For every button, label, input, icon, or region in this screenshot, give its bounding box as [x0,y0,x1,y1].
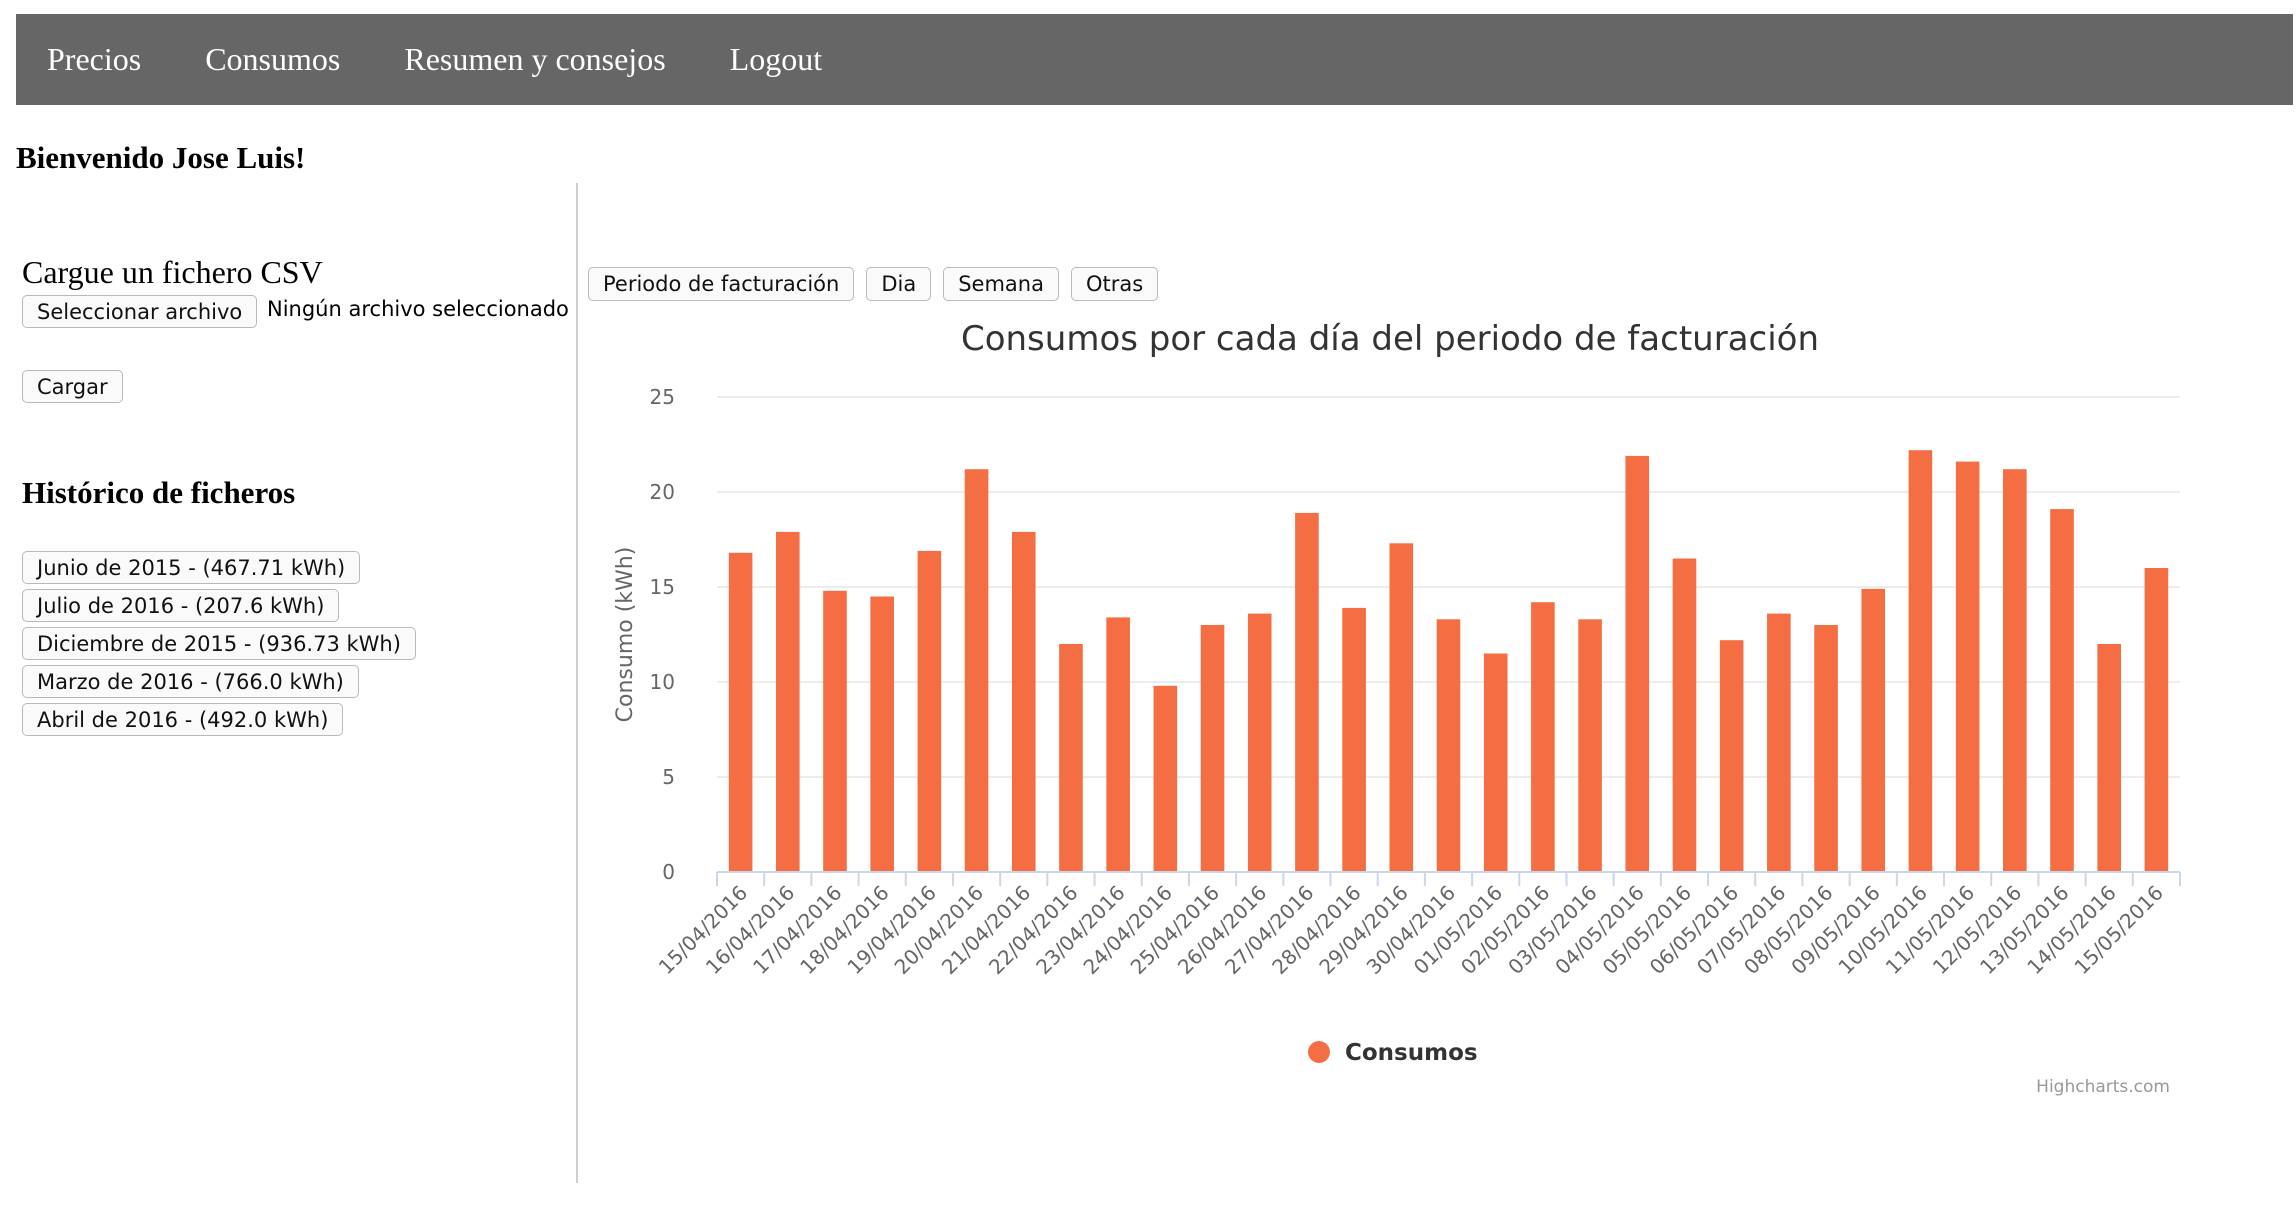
nav-logout[interactable]: Logout [729,41,823,77]
history-item-diciembre-2015[interactable]: Diciembre de 2015 - (936.73 kWh) [22,627,416,660]
y-tick-label: 15 [650,575,675,599]
y-tick-label: 25 [650,385,675,409]
bar[interactable] [1814,625,1838,872]
period-week-button[interactable]: Semana [943,267,1059,301]
bar[interactable] [1295,512,1319,872]
bar[interactable] [917,550,942,872]
y-tick-label: 20 [650,480,675,504]
bar[interactable] [1767,613,1791,872]
period-billing-button[interactable]: Periodo de facturación [588,267,855,301]
bar[interactable] [1578,619,1602,872]
upload-title: Cargue un fichero CSV [22,254,323,290]
bar[interactable] [1059,644,1083,872]
nav-resumen-consejos[interactable]: Resumen y consejos [404,41,666,77]
history-item-abril-2016[interactable]: Abril de 2016 - (492.0 kWh) [22,703,344,736]
bar[interactable] [1342,607,1366,872]
chart-bars [728,450,2169,873]
history-list: Junio de 2015 - (467.71 kWh) Julio de 20… [22,551,416,741]
bar[interactable] [964,469,989,872]
x-axis [716,871,2181,886]
bar[interactable] [870,596,894,873]
bar[interactable] [1672,558,1697,873]
chart-credits[interactable]: Highcharts.com [2036,1077,2170,1097]
file-status: Ningún archivo seleccionado [267,297,569,321]
y-axis-title: Consumo (kWh) [613,547,638,723]
bar[interactable] [2003,469,2027,872]
y-tick-label: 5 [662,765,675,789]
y-tick-label: 10 [650,670,675,694]
bar[interactable] [1719,640,1744,872]
bar[interactable] [1200,625,1225,872]
history-item-marzo-2016[interactable]: Marzo de 2016 - (766.0 kWh) [22,665,359,698]
period-day-button[interactable]: Dia [866,267,932,301]
bar[interactable] [1908,450,1933,872]
y-axis-ticks: 0 5 10 15 20 25 [650,385,675,884]
vertical-divider [576,183,578,1183]
bar[interactable] [823,590,847,872]
history-title: Histórico de ficheros [22,475,296,510]
bar[interactable] [728,552,753,872]
bar[interactable] [1531,602,1555,872]
bar[interactable] [1011,531,1036,872]
bar[interactable] [1436,619,1461,872]
x-axis-labels: 15/04/201616/04/201617/04/201618/04/2016… [654,881,2168,979]
bar[interactable] [1955,461,1980,872]
welcome-message: Bienvenido Jose Luis! [16,140,306,175]
bar[interactable] [1247,613,1272,872]
chart-title: Consumos por cada día del periodo de fac… [961,319,1819,359]
history-item-junio-2015[interactable]: Junio de 2015 - (467.71 kWh) [22,551,361,584]
bar[interactable] [1106,617,1130,872]
nav-consumos[interactable]: Consumos [205,41,341,77]
bar[interactable] [775,531,800,872]
consumption-chart: Consumos por cada día del periodo de fac… [613,319,2181,1097]
bar[interactable] [2050,509,2074,872]
legend-label[interactable]: Consumos [1345,1040,1478,1066]
period-other-button[interactable]: Otras [1070,267,1159,301]
y-tick-label: 0 [662,860,675,884]
chart-legend[interactable]: Consumos [1308,1040,1478,1066]
select-file-button[interactable]: Seleccionar archivo [22,295,258,328]
legend-marker [1308,1041,1330,1063]
bar[interactable] [2097,644,2122,872]
bar[interactable] [2144,568,2169,872]
bar[interactable] [1389,543,1414,872]
bar[interactable] [1483,653,1508,873]
history-item-julio-2016[interactable]: Julio de 2016 - (207.6 kWh) [22,589,340,622]
upload-button[interactable]: Cargar [22,370,123,403]
bar[interactable] [1153,685,1178,872]
bar[interactable] [1861,588,1886,872]
bar[interactable] [1625,455,1650,872]
period-buttons: Periodo de facturación Dia Semana Otras [588,267,1170,301]
nav-precios[interactable]: Precios [47,41,142,77]
top-navbar: Precios Consumos Resumen y consejos Logo… [16,14,2293,105]
